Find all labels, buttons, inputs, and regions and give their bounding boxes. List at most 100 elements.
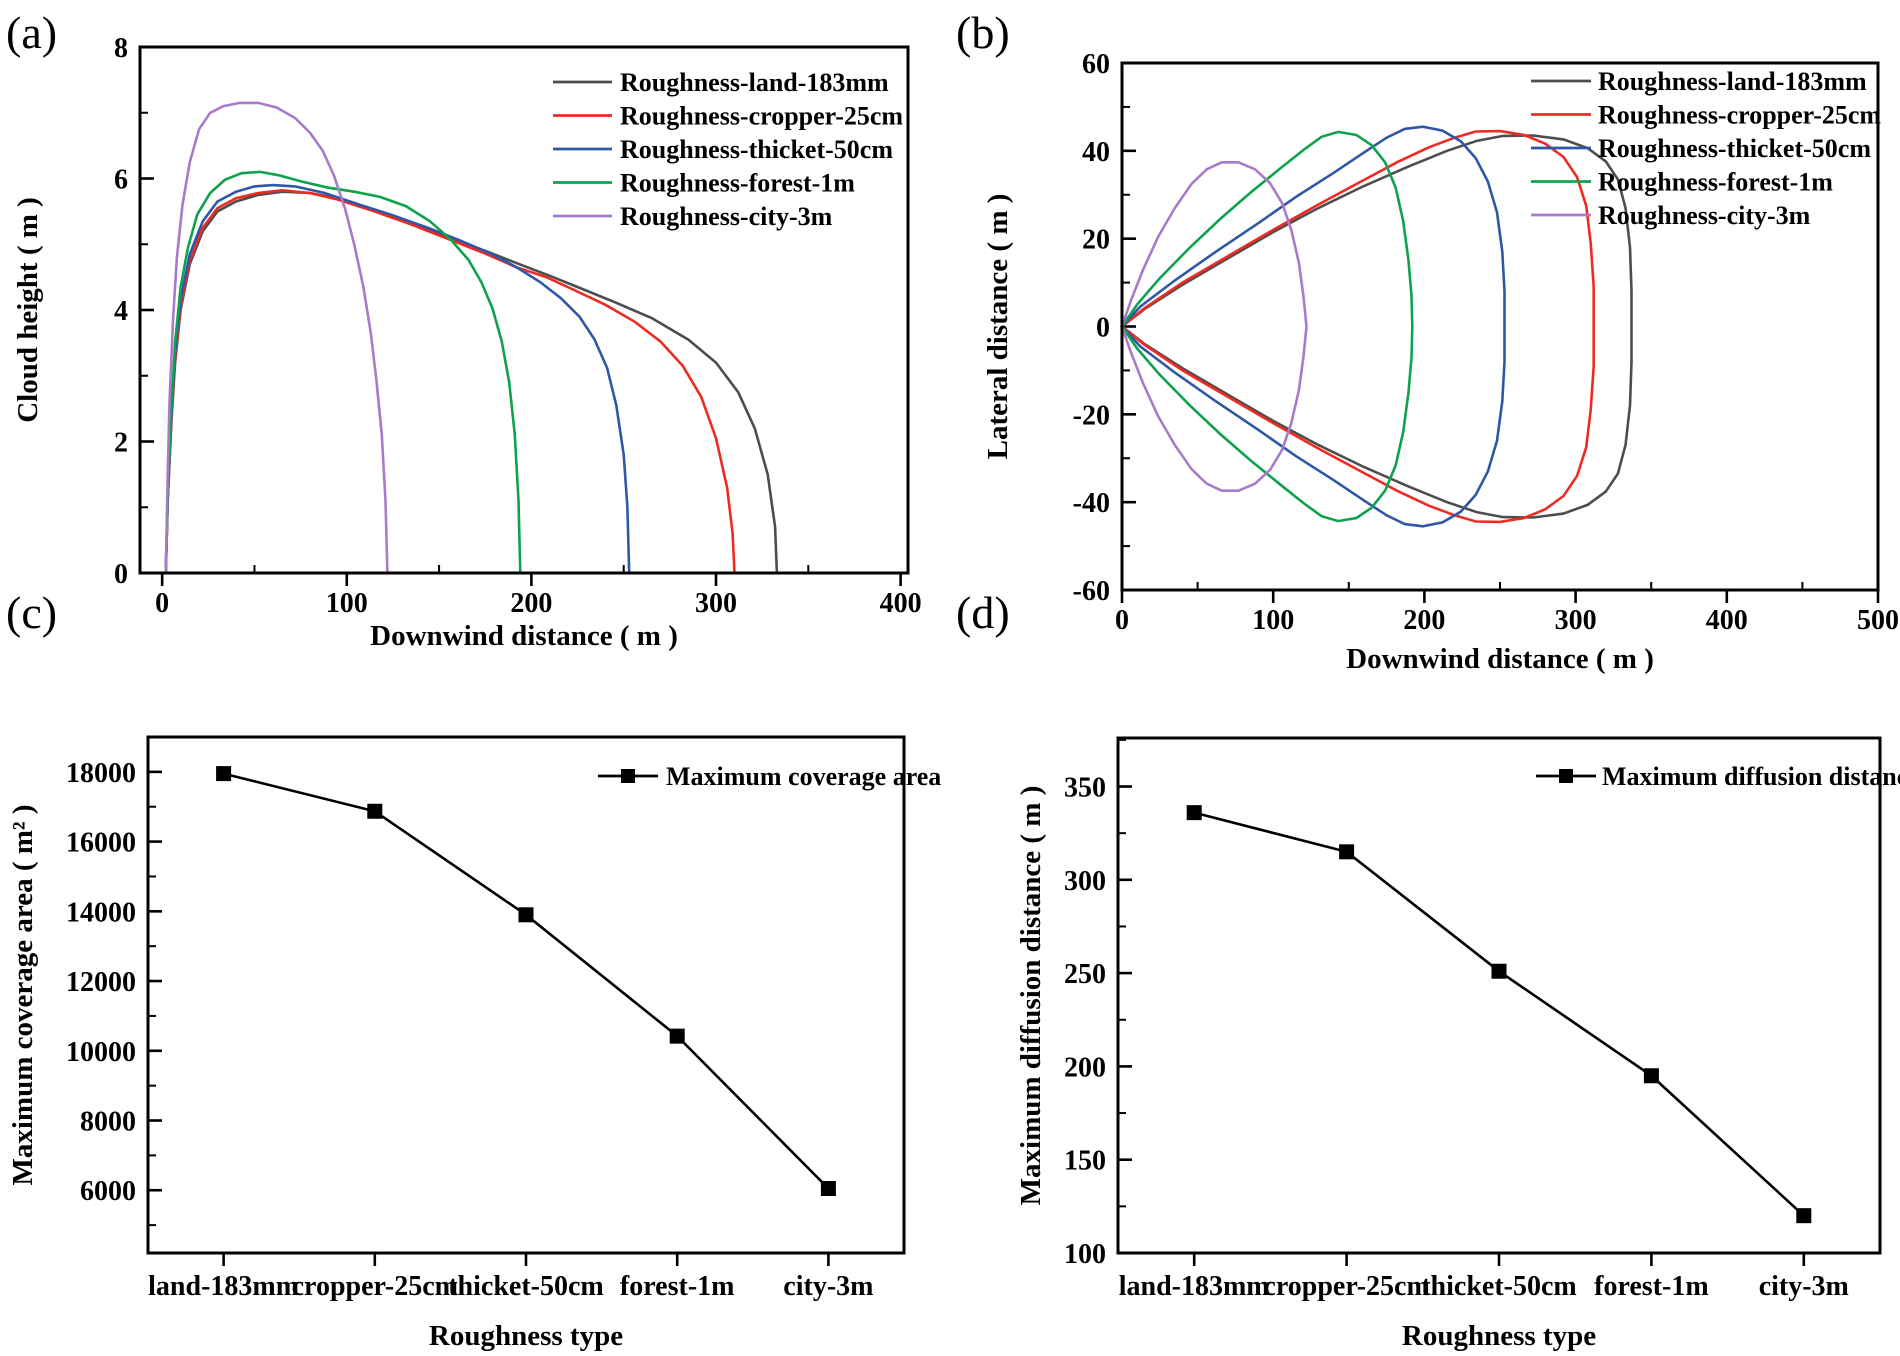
x-axis-title: Roughness type — [429, 1320, 623, 1352]
legend-label: Roughness-cropper-25cm — [1598, 101, 1881, 130]
legend-label: Roughness-city-3m — [620, 202, 833, 231]
y-tick-label: 4 — [114, 296, 128, 327]
series-Maximum diffusion distance — [1193, 811, 1805, 1217]
legend-label: Roughness-forest-1m — [1598, 168, 1833, 197]
series-Roughness-land-183mm — [1119, 134, 1633, 519]
x-tick-label: thicket-50cm — [448, 1271, 604, 1302]
data-point-marker — [1491, 963, 1507, 979]
y-tick-label: 0 — [114, 559, 128, 590]
y-tick-label: 12000 — [66, 967, 136, 998]
x-axis-title: Downwind distance ( m ) — [1346, 643, 1654, 675]
y-tick-label: 6000 — [80, 1176, 136, 1207]
legend-label: Roughness-cropper-25cm — [620, 102, 903, 131]
legend-label: Roughness-thicket-50cm — [1598, 134, 1871, 163]
series-Roughness-forest-1m — [164, 170, 522, 574]
x-tick-label: 200 — [1403, 605, 1445, 636]
legend-label: Maximum diffusion distance — [1602, 762, 1900, 791]
data-point-marker — [518, 907, 534, 923]
y-tick-label: -40 — [1073, 488, 1110, 519]
y-tick-label: 18000 — [66, 758, 136, 789]
y-axis-title: Maximum diffusion distance ( m ) — [1015, 786, 1047, 1206]
x-tick-label: 100 — [1252, 605, 1294, 636]
legend-label: Roughness-land-183mm — [1598, 67, 1867, 96]
y-tick-label: 10000 — [66, 1037, 136, 1068]
series-Roughness-city-3m — [164, 101, 389, 574]
x-tick-label: 100 — [326, 588, 368, 619]
legend-label: Roughness-forest-1m — [620, 169, 855, 198]
x-tick-label: city-3m — [1759, 1271, 1849, 1302]
plot-frame — [1120, 61, 1880, 592]
x-axis-title: Downwind distance ( m ) — [370, 620, 678, 652]
series-Maximum coverage area — [223, 772, 830, 1190]
panel-label-c: (c) — [6, 587, 58, 638]
legend-label: Roughness-thicket-50cm — [620, 135, 893, 164]
series-Roughness-forest-1m — [1120, 130, 1414, 523]
y-tick-label: 8 — [114, 33, 128, 64]
data-point-marker — [216, 766, 232, 782]
y-tick-label: 250 — [1064, 959, 1106, 990]
y-tick-label: -20 — [1073, 400, 1110, 431]
data-point-marker — [367, 803, 383, 819]
legend-label: Maximum coverage area — [666, 762, 941, 791]
data-point-marker — [1339, 844, 1355, 860]
panel-label-a: (a) — [6, 7, 58, 58]
x-tick-label: 0 — [1115, 605, 1129, 636]
y-axis-title: Maximum coverage area ( m² ) — [7, 805, 39, 1186]
x-tick-label: forest-1m — [620, 1271, 735, 1302]
series-Roughness-thicket-50cm — [1120, 125, 1506, 528]
y-tick-label: 8000 — [80, 1107, 136, 1138]
x-tick-label: land-183mm — [148, 1271, 299, 1302]
x-tick-label: land-183mm — [1119, 1271, 1270, 1302]
x-tick-label: thicket-50cm — [1421, 1271, 1577, 1302]
x-tick-label: 300 — [1555, 605, 1597, 636]
data-point-marker — [1186, 805, 1202, 821]
y-tick-label: 40 — [1082, 137, 1110, 168]
series-Roughness-thicket-50cm — [164, 183, 631, 574]
plot-frame — [1116, 736, 1882, 1255]
panel-label-d: (d) — [956, 587, 1010, 638]
x-tick-label: 400 — [880, 588, 922, 619]
legend-label: Roughness-city-3m — [1598, 201, 1811, 230]
y-tick-label: 100 — [1064, 1239, 1106, 1270]
x-tick-label: 0 — [155, 588, 169, 619]
series-Roughness-city-3m — [1120, 161, 1308, 492]
panel-label-b: (b) — [956, 7, 1010, 58]
data-point-marker — [669, 1028, 685, 1044]
y-tick-label: 150 — [1064, 1146, 1106, 1177]
y-axis-title: Cloud height ( m ) — [12, 197, 44, 423]
legend-marker-sample — [621, 769, 635, 783]
chart-cloud-height-vs-downwind: 0 100 200 300 400 0 2 4 6 8 Downwind distance ( m … — [12, 33, 922, 652]
y-tick-label: 300 — [1064, 866, 1106, 897]
y-tick-label: 6 — [114, 165, 128, 196]
y-tick-label: 16000 — [66, 828, 136, 859]
plot-frame — [146, 735, 906, 1255]
series-Roughness-cropper-25cm — [164, 188, 736, 574]
x-tick-label: cropper-25cm — [1263, 1271, 1429, 1302]
y-tick-label: 0 — [1096, 313, 1110, 344]
y-tick-label: 20 — [1082, 225, 1110, 256]
y-tick-label: 14000 — [66, 897, 136, 928]
x-tick-label: 300 — [695, 588, 737, 619]
x-tick-label: 200 — [510, 588, 552, 619]
y-axis-title: Lateral distance ( m ) — [982, 194, 1014, 460]
x-tick-label: cropper-25cm — [292, 1271, 458, 1302]
plot-frame — [138, 45, 910, 575]
x-axis-title: Roughness type — [1402, 1320, 1596, 1352]
y-tick-label: 2 — [114, 428, 128, 459]
data-point-marker — [1796, 1208, 1812, 1224]
legend-marker-sample — [1559, 769, 1573, 783]
chart-lateral-vs-downwind: 0 100 200 300 400 500 -60 -40 -20 0 20 40 60 Downwind… — [982, 49, 1899, 675]
x-tick-label: city-3m — [783, 1271, 873, 1302]
data-point-marker — [820, 1181, 836, 1196]
y-tick-label: 200 — [1064, 1052, 1106, 1083]
x-tick-label: 400 — [1706, 605, 1748, 636]
y-tick-label: -60 — [1073, 576, 1110, 607]
x-tick-label: forest-1m — [1594, 1271, 1709, 1302]
y-tick-label: 350 — [1064, 773, 1106, 804]
y-tick-label: 60 — [1082, 49, 1110, 80]
x-tick-label: 500 — [1857, 605, 1899, 636]
data-point-marker — [1643, 1068, 1659, 1084]
